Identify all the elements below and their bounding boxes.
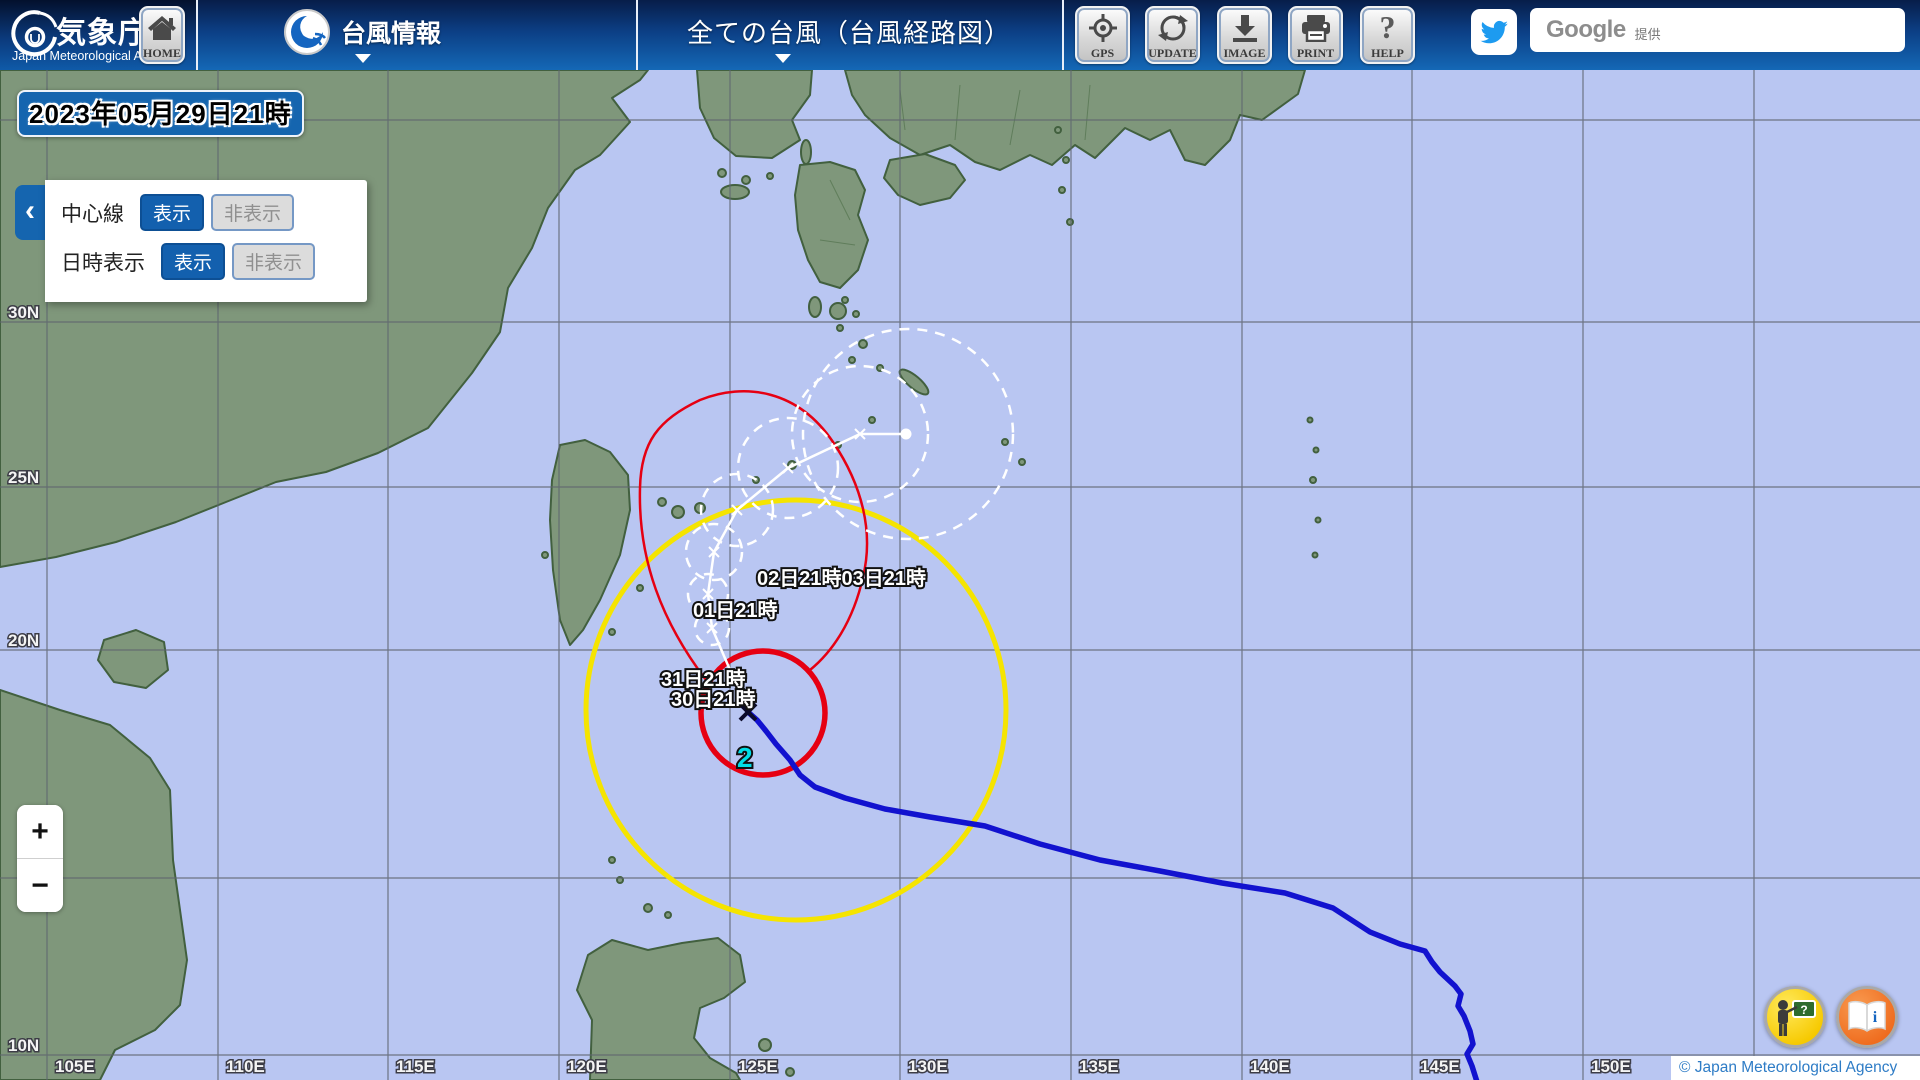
gps-button[interactable]: GPS [1075, 6, 1130, 64]
page-title-dropdown[interactable]: 全ての台風（台風経路図） [636, 0, 1062, 70]
forecast-center-line [706, 432, 906, 713]
agency-name: 気象庁 [56, 17, 149, 50]
navbar-separator [196, 0, 198, 70]
twitter-button[interactable] [1471, 9, 1517, 55]
svg-text:i: i [1873, 1009, 1878, 1026]
update-label: UPDATE [1148, 46, 1197, 60]
lon-label: 140E [1250, 1057, 1290, 1076]
lon-label: 125E [738, 1057, 778, 1076]
past-track-line [745, 709, 1480, 1080]
datetime-show-button[interactable]: 表示 [161, 243, 226, 280]
lon-label: 115E [396, 1057, 435, 1076]
info-book-button[interactable]: i [1836, 986, 1898, 1048]
print-label: PRINT [1296, 46, 1335, 60]
zoom-in-button[interactable]: + [17, 805, 63, 859]
navbar-separator [1062, 0, 1064, 70]
prefecture-borders [819, 84, 1091, 246]
copyright-text: © Japan Meteorological Agency [1679, 1059, 1898, 1076]
menu-caret-icon [355, 54, 371, 63]
printer-icon [1300, 8, 1332, 47]
forecast-end-point [900, 428, 912, 440]
download-image-icon [1230, 8, 1260, 47]
image-label: IMAGE [1223, 46, 1266, 60]
strong-wind-circle [583, 497, 1009, 923]
forecast-circles [684, 327, 1015, 647]
track-date-labels: 02日21時03日21時 01日21時 31日21時 30日21時 [659, 564, 928, 713]
copyright-bar: © Japan Meteorological Agency [1671, 1056, 1920, 1080]
datetime-display-row: 日時表示 表示 非表示 [61, 243, 367, 280]
forecast-center-marks [702, 428, 866, 634]
gps-icon [1088, 8, 1118, 47]
question-icon: ? [1379, 9, 1396, 45]
home-label: HOME [143, 46, 181, 60]
update-icon [1157, 8, 1188, 47]
center-line-label: 中心線 [61, 202, 124, 226]
google-logo-text: Google [1546, 16, 1626, 43]
home-button[interactable]: HOME [139, 6, 185, 64]
panel-collapse-button[interactable]: ‹ [15, 185, 45, 240]
track-label: 02日21時03日21時 [757, 566, 926, 590]
instructor-board-icon: ? [1778, 1000, 1816, 1036]
track-label: 30日21時 [671, 687, 756, 711]
lon-label: 120E [567, 1057, 607, 1076]
open-book-icon: i [1848, 1000, 1886, 1032]
lon-label: 135E [1079, 1057, 1119, 1076]
lon-label: 110E [226, 1057, 265, 1076]
center-line-row: 中心線 表示 非表示 [61, 194, 367, 231]
update-button[interactable]: UPDATE [1145, 6, 1200, 64]
typhoon-icon [284, 9, 330, 55]
top-navbar: 気象庁 Japan Meteorological Agency HOME 台風情… [0, 0, 1920, 70]
svg-text:?: ? [1800, 1003, 1807, 1017]
lon-label: 105E [55, 1057, 95, 1076]
storm-circle [698, 648, 828, 778]
display-options-panel: 中心線 表示 非表示 日時表示 表示 非表示 [45, 180, 367, 302]
storm-warning-contour [638, 390, 869, 681]
map-canvas[interactable]: 30N 25N 20N 10N 105E 110E 115E 120E 125E… [0, 70, 1920, 1080]
map-zoom-control: + − [17, 805, 63, 912]
center-line-show-button[interactable]: 表示 [140, 194, 205, 231]
lat-label: 30N [8, 303, 39, 322]
datetime-hide-button[interactable]: 非表示 [232, 243, 316, 280]
track-label: 01日21時 [693, 598, 778, 622]
lon-label: 150E [1591, 1057, 1631, 1076]
agency-name-en: Japan Meteorological Agency [12, 49, 176, 63]
print-button[interactable]: PRINT [1288, 6, 1343, 64]
gps-label: GPS [1090, 46, 1115, 60]
search-input[interactable]: Google 提供 [1530, 8, 1905, 52]
help-button[interactable]: ? HELP [1360, 6, 1415, 64]
home-icon [147, 8, 177, 47]
navbar-separator [636, 0, 638, 70]
jma-logo-icon [11, 10, 58, 57]
typhoon-info-label: 台風情報 [341, 20, 442, 48]
center-line-hide-button[interactable]: 非表示 [211, 194, 295, 231]
page-title: 全ての台風（台風経路図） [686, 17, 1011, 48]
title-caret-icon [775, 54, 791, 63]
lat-label: 20N [8, 631, 39, 650]
current-position-marker[interactable] [738, 702, 758, 722]
help-character-button[interactable]: ? [1764, 986, 1826, 1048]
typhoon-info-menu[interactable]: 台風情報 [283, 8, 441, 56]
track-label: 31日21時 [661, 667, 746, 691]
lat-label: 10N [8, 1036, 39, 1055]
lon-label: 145E [1420, 1057, 1460, 1076]
twitter-bird-icon [1480, 20, 1508, 44]
lon-label: 130E [908, 1057, 948, 1076]
latitude-labels: 30N 25N 20N 10N [7, 302, 41, 1057]
datetime-display-label: 日時表示 [61, 251, 145, 275]
datetime-badge: 2023年05月29日21時 [17, 90, 304, 137]
search-provided-label: 提供 [1634, 26, 1661, 42]
typhoon-number: 2 [737, 742, 753, 773]
lat-label: 25N [8, 468, 39, 487]
zoom-out-button[interactable]: − [17, 859, 63, 912]
longitude-labels: 105E 110E 115E 120E 125E 130E 135E 140E … [54, 1056, 1633, 1078]
image-button[interactable]: IMAGE [1217, 6, 1272, 64]
help-label: HELP [1371, 46, 1404, 60]
